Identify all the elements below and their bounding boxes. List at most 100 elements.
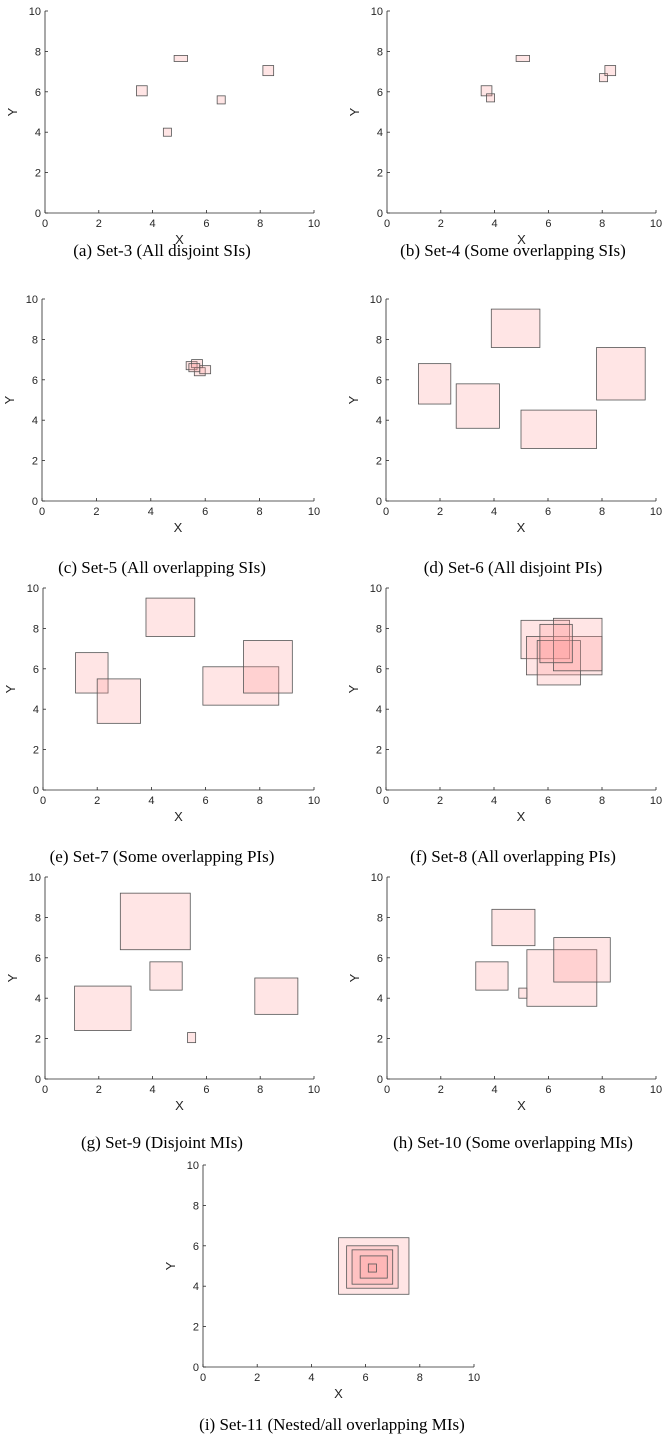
interval-rect [515, 55, 530, 62]
y-tick-label: 6 [377, 953, 383, 965]
x-tick-label: 0 [383, 795, 389, 807]
y-tick-label: 2 [33, 745, 39, 757]
subfigure-caption: (g) Set-9 (Disjoint MIs) [81, 1133, 243, 1152]
subplot-i: 0 2 4 6 8 10 0 2 4 6 8 10 X Y (i) Set-11 (Nested/all o… [163, 1160, 480, 1434]
y-tick-label: 6 [377, 87, 383, 99]
x-tick-label: 4 [150, 218, 156, 230]
y-tick-label: 4 [33, 704, 39, 716]
interval-rect [187, 1032, 197, 1044]
subfigure-caption: (a) Set-3 (All disjoint SIs) [73, 241, 251, 260]
y-tick-label: 2 [32, 456, 38, 468]
x-tick-label: 0 [384, 1084, 390, 1096]
x-tick-label: 4 [492, 218, 498, 230]
subplot-c: 0 2 4 6 8 10 0 2 4 6 8 10 X Y (c) Set-5 (All overlappi… [2, 294, 320, 577]
x-tick-label: 0 [383, 506, 389, 518]
interval-rect [96, 678, 141, 724]
y-tick-label: 6 [376, 375, 382, 387]
x-tick-label: 10 [650, 506, 662, 518]
x-axis-title: X [517, 809, 526, 824]
x-tick-label: 2 [93, 506, 99, 518]
interval-rect [520, 409, 597, 449]
x-tick-label: 2 [438, 1084, 444, 1096]
interval-rect [491, 908, 536, 947]
y-tick-label: 2 [35, 1034, 41, 1046]
x-tick-label: 6 [203, 795, 209, 807]
y-tick-label: 6 [33, 664, 39, 676]
y-tick-label: 2 [193, 1322, 199, 1334]
x-tick-label: 10 [650, 218, 662, 230]
x-tick-label: 6 [363, 1372, 369, 1384]
interval-rect [262, 65, 275, 77]
interval-rect [518, 987, 528, 999]
x-tick-label: 2 [437, 795, 443, 807]
x-axis-title: X [517, 232, 526, 247]
y-tick-label: 2 [377, 168, 383, 180]
interval-rect [162, 127, 172, 137]
x-tick-label: 8 [257, 795, 263, 807]
x-tick-label: 10 [308, 1084, 320, 1096]
subplot-f: 0 2 4 6 8 10 0 2 4 6 8 10 X Y (f) Set-8 (All overlappi… [346, 583, 662, 866]
y-tick-label: 2 [376, 745, 382, 757]
x-tick-label: 10 [650, 1084, 662, 1096]
x-tick-label: 4 [150, 1084, 156, 1096]
y-tick-label: 4 [376, 704, 382, 716]
x-axis-title: X [174, 520, 183, 535]
x-tick-label: 8 [599, 218, 605, 230]
interval-rect [596, 347, 646, 401]
interval-rect [526, 949, 598, 1007]
y-tick-label: 8 [35, 46, 41, 58]
y-tick-label: 6 [32, 375, 38, 387]
subfigure-caption: (d) Set-6 (All disjoint PIs) [424, 558, 603, 577]
subfigure-caption: (f) Set-8 (All overlapping PIs) [410, 847, 616, 866]
interval-rect [173, 55, 188, 62]
y-tick-label: 0 [32, 496, 38, 508]
y-tick-label: 10 [370, 294, 382, 306]
subplot-g: 0 2 4 6 8 10 0 2 4 6 8 10 X Y (g) Set-9 (Disjoint MIs) [5, 872, 320, 1152]
y-axis-title: Y [347, 973, 362, 982]
y-axis-title: Y [5, 973, 20, 982]
y-tick-label: 0 [35, 1074, 41, 1086]
x-tick-label: 10 [308, 218, 320, 230]
y-tick-label: 0 [35, 208, 41, 220]
x-tick-label: 8 [257, 506, 263, 518]
x-tick-label: 0 [42, 218, 48, 230]
y-tick-label: 8 [193, 1200, 199, 1212]
x-tick-label: 2 [437, 506, 443, 518]
x-tick-label: 0 [40, 795, 46, 807]
x-tick-label: 2 [254, 1372, 260, 1384]
x-tick-label: 8 [599, 1084, 605, 1096]
interval-rect [599, 73, 608, 83]
y-tick-label: 0 [377, 208, 383, 220]
y-tick-label: 10 [29, 872, 41, 884]
x-tick-label: 2 [96, 218, 102, 230]
interval-rect [359, 1255, 388, 1279]
x-tick-label: 2 [438, 218, 444, 230]
interval-rect [202, 666, 280, 706]
y-axis-title: Y [347, 107, 362, 116]
x-tick-label: 0 [200, 1372, 206, 1384]
y-tick-label: 4 [377, 993, 383, 1005]
interval-rect [75, 652, 109, 694]
x-axis-title: X [175, 232, 184, 247]
y-tick-label: 8 [33, 623, 39, 635]
x-tick-label: 10 [468, 1372, 480, 1384]
interval-rect [553, 937, 611, 983]
interval-rect [367, 1263, 377, 1273]
x-tick-label: 10 [650, 795, 662, 807]
y-tick-label: 6 [376, 664, 382, 676]
x-tick-label: 8 [417, 1372, 423, 1384]
interval-rect [145, 597, 196, 637]
y-tick-label: 0 [376, 785, 382, 797]
y-tick-label: 10 [371, 872, 383, 884]
x-axis-title: X [174, 809, 183, 824]
y-tick-label: 10 [371, 6, 383, 18]
x-tick-label: 6 [545, 795, 551, 807]
x-tick-label: 4 [308, 1372, 314, 1384]
subplot-e: 0 2 4 6 8 10 0 2 4 6 8 10 X Y (e) Set-7 (Some overlapp… [3, 583, 320, 866]
y-tick-label: 6 [35, 87, 41, 99]
subplot-d: 0 2 4 6 8 10 0 2 4 6 8 10 X Y (d) Set-6 (All disjoint … [346, 294, 662, 577]
interval-rect [149, 961, 183, 991]
y-tick-label: 8 [35, 912, 41, 924]
x-tick-label: 2 [94, 795, 100, 807]
x-tick-label: 4 [148, 506, 154, 518]
